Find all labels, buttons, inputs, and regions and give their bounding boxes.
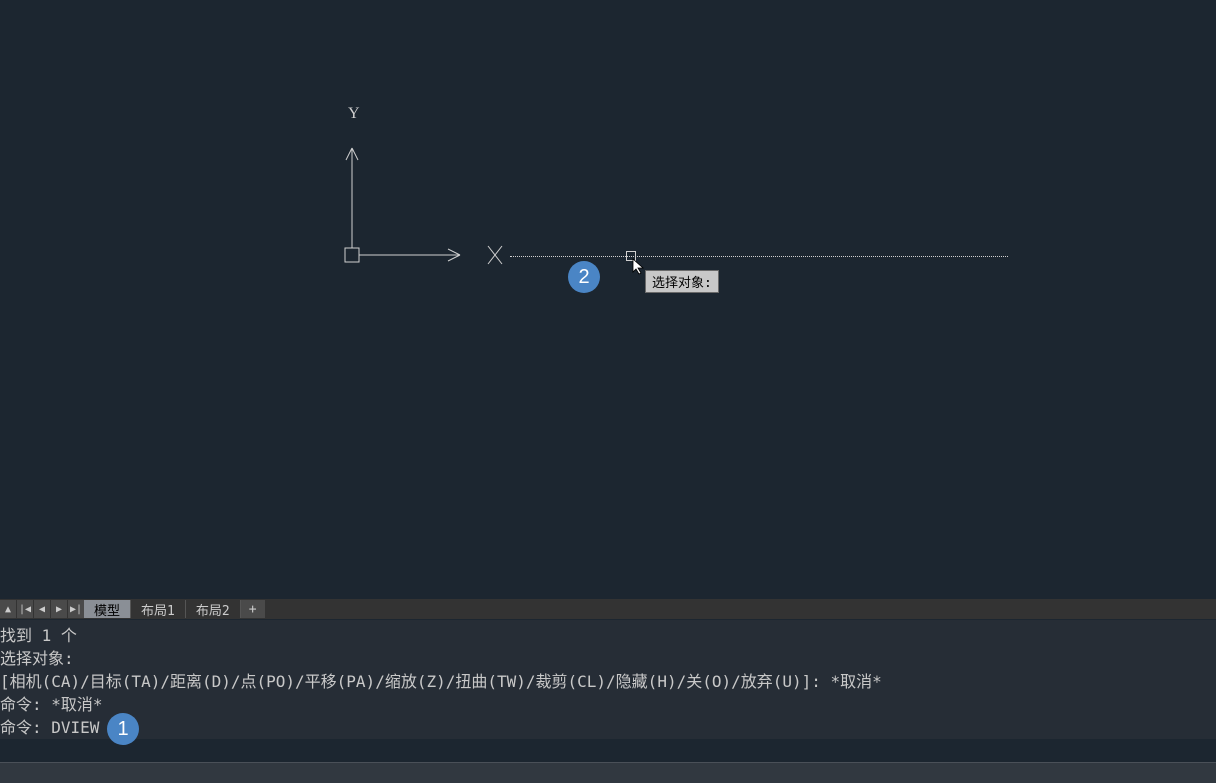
tab-nav-last-icon[interactable]: ▶|: [68, 600, 84, 618]
tab-nav-next-icon[interactable]: ▶: [51, 600, 67, 618]
layout-tab-bar: ▲ |◀ ◀ ▶ ▶| 模型 布局1 布局2 +: [0, 599, 1216, 619]
cmd-line: 命令: DVIEW: [0, 716, 1216, 739]
status-bar: [0, 762, 1216, 783]
tab-nav-group: ▲ |◀ ◀ ▶ ▶|: [0, 600, 84, 618]
ucs-icon: Y: [340, 100, 520, 284]
cursor-tooltip: 选择对象:: [645, 270, 719, 293]
command-history-panel[interactable]: 找到 1 个 选择对象: [相机(CA)/目标(TA)/距离(D)/点(PO)/…: [0, 620, 1216, 739]
annotation-1: 1: [107, 713, 139, 745]
tab-layout1[interactable]: 布局1: [131, 600, 186, 618]
annotation-2: 2: [568, 261, 600, 293]
cmd-line: 找到 1 个: [0, 624, 1216, 647]
ucs-y-label: Y: [348, 105, 360, 122]
construction-line: [510, 256, 1008, 257]
tab-nav-first-icon[interactable]: |◀: [17, 600, 33, 618]
tab-model[interactable]: 模型: [84, 600, 131, 618]
cmd-line: 命令: *取消*: [0, 693, 1216, 716]
tab-layout2[interactable]: 布局2: [186, 600, 241, 618]
tab-add-button[interactable]: +: [241, 600, 265, 618]
pickbox-cursor: [626, 251, 636, 261]
cmd-line: 选择对象:: [0, 647, 1216, 670]
cmd-line: [相机(CA)/目标(TA)/距离(D)/点(PO)/平移(PA)/缩放(Z)/…: [0, 670, 1216, 693]
tab-nav-up-icon[interactable]: ▲: [0, 600, 16, 618]
drawing-canvas[interactable]: Y 选择对象: 2: [0, 0, 1216, 598]
tab-nav-prev-icon[interactable]: ◀: [34, 600, 50, 618]
